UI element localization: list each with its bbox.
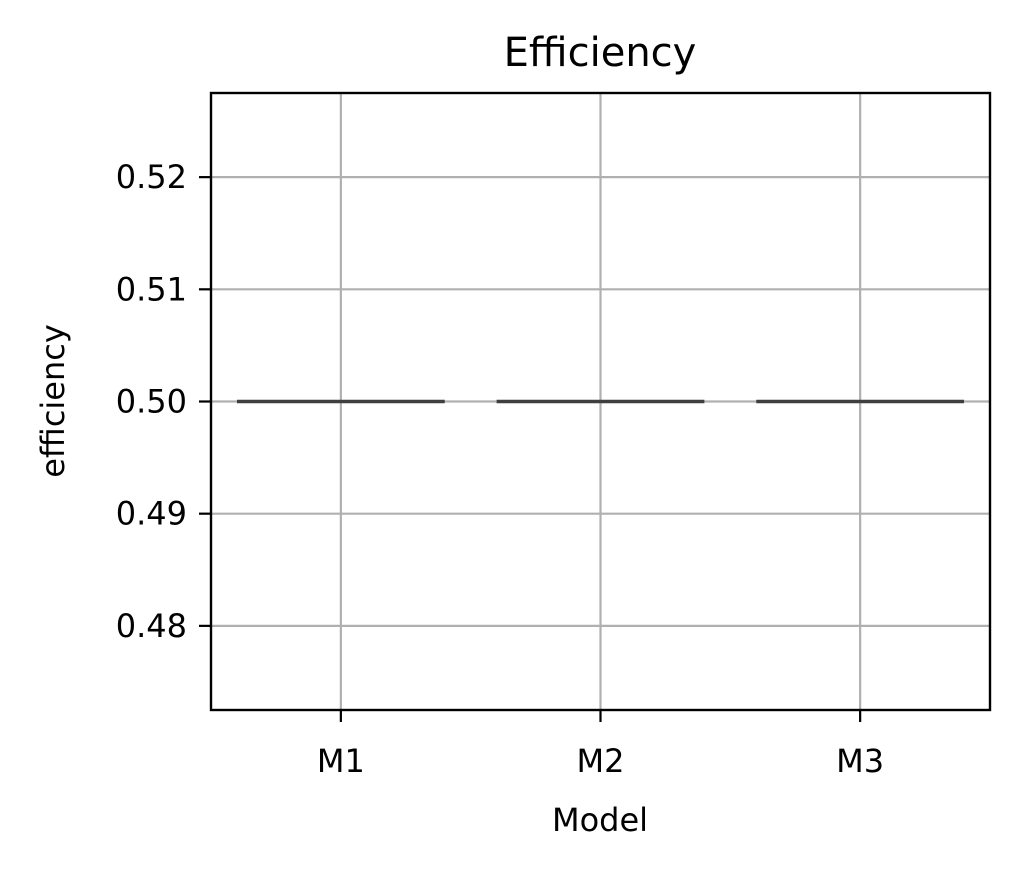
y-tick-label: 0.51	[116, 270, 187, 308]
y-tick-label: 0.52	[116, 158, 187, 196]
y-tick-label: 0.50	[116, 383, 187, 421]
x-tick-label: M2	[577, 742, 625, 780]
y-tick-label: 0.48	[116, 607, 187, 645]
y-tick-label: 0.49	[116, 495, 187, 533]
x-axis-label: Model	[552, 801, 648, 839]
y-axis-label: efficiency	[34, 324, 72, 478]
chart-title: Efficiency	[504, 30, 697, 76]
ticks: 0.48 0.49 0.50 0.51 0.52 M1 M2 M3	[116, 158, 884, 780]
x-tick-label: M3	[836, 742, 884, 780]
x-tick-label: M1	[317, 742, 365, 780]
